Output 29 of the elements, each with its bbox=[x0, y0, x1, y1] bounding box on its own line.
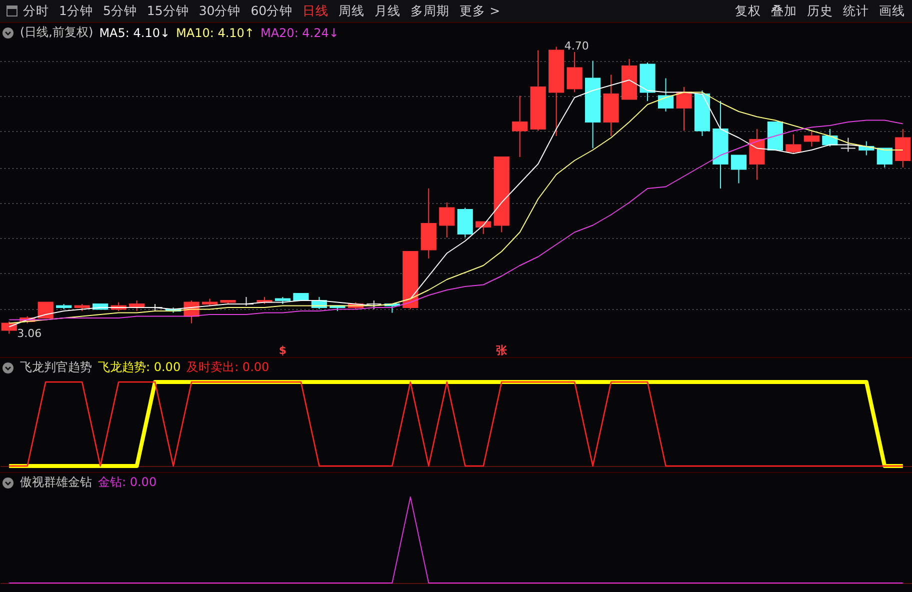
chart-title: 飞龙判官趋势 bbox=[20, 359, 92, 376]
text: 张 bbox=[496, 344, 508, 357]
chart-title: (日线,前复权) bbox=[20, 24, 94, 41]
text: 统计 bbox=[843, 2, 869, 20]
text: 周线 bbox=[338, 2, 365, 20]
series-label: 及时卖出: 0.00 bbox=[186, 359, 270, 376]
text: 30分钟 bbox=[198, 2, 241, 20]
text: MA20: 4.24↓ bbox=[260, 26, 339, 40]
text: $ bbox=[278, 344, 287, 357]
text: 5分钟 bbox=[102, 2, 137, 20]
series-label: 飞龙趋势: 0.00 bbox=[98, 359, 181, 376]
chart-title: 傲视群雄金钻 bbox=[20, 474, 92, 491]
text: 60分钟 bbox=[250, 2, 293, 20]
text: 月线 bbox=[374, 2, 401, 20]
text: 分时 bbox=[23, 2, 49, 20]
annotation: 4.70 bbox=[564, 40, 589, 53]
text: MA10: 4.10↑ bbox=[176, 26, 254, 40]
text: 1分钟 bbox=[59, 2, 93, 20]
text: 叠加 bbox=[771, 2, 797, 20]
text: 画线 bbox=[879, 2, 905, 20]
text: 多周期 bbox=[410, 2, 450, 20]
text: 更多 > bbox=[460, 2, 500, 20]
annotation: 3.06 bbox=[17, 326, 42, 340]
text: 金钻: 0.00 bbox=[98, 474, 157, 491]
text: MA5: 4.10↓ bbox=[99, 26, 170, 40]
text: 日线 bbox=[302, 2, 329, 20]
text: 复权 bbox=[735, 2, 761, 20]
text: 15分钟 bbox=[146, 2, 189, 20]
text: 历史 bbox=[807, 2, 833, 20]
